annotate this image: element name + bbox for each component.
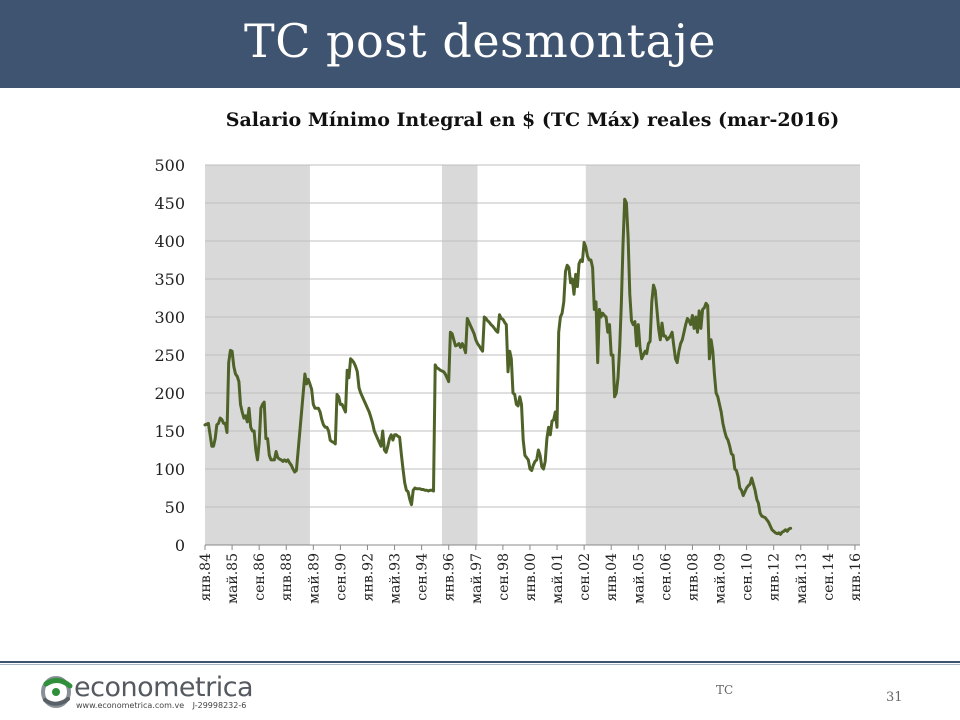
logo-website: www.econometrica.com.ve (76, 701, 185, 710)
x-tick-label-17: сен.06 (658, 553, 674, 601)
footer-label: TC (716, 683, 734, 697)
line-chart: 0 50 100 150 200 250 300 350 400 450 500 янв.84 май.… (154, 156, 864, 604)
x-tick-label-18: янв.08 (685, 553, 701, 601)
x-tick-label-1: май.85 (225, 553, 241, 604)
page-number: 31 (886, 690, 903, 705)
x-tick-label-4: май.89 (306, 553, 322, 604)
y-tick-label-500: 500 (154, 156, 185, 175)
logo-swirl-icon (41, 676, 73, 708)
y-tick-label-0: 0 (175, 536, 185, 555)
y-tick-label-350: 350 (154, 270, 185, 289)
y-tick-label-250: 250 (154, 346, 185, 365)
y-tick-label-450: 450 (154, 194, 185, 213)
x-tick-label-8: сен.94 (415, 553, 431, 601)
footer-rule-thin (0, 664, 960, 665)
y-tick-label-400: 400 (154, 232, 185, 251)
y-tick-label-200: 200 (154, 384, 185, 403)
logo-wordmark: econometrica (74, 672, 254, 703)
slide-title: TC post desmontaje (244, 14, 716, 68)
x-tick-label-15: янв.04 (604, 553, 620, 601)
y-tick-label-300: 300 (154, 308, 185, 327)
slide-header: TC post desmontaje (0, 0, 960, 88)
y-tick-label-150: 150 (154, 422, 185, 441)
x-tick-label-24: янв.16 (848, 553, 864, 601)
logo-rif: J-29998232-6 (192, 701, 247, 710)
x-tick-label-3: янв.88 (279, 553, 295, 601)
logo-url: www.econometrica.com.ve J-29998232-6 (76, 701, 246, 710)
series-line-0 (203, 197, 793, 536)
x-tick-label-22: май.13 (794, 553, 810, 604)
footer-rule (0, 661, 960, 663)
x-tick-label-11: сен.98 (496, 553, 512, 601)
x-tick-label-6: янв.92 (360, 553, 376, 601)
econometrica-logo: econometrica www.econometrica.com.ve J-2… (40, 670, 254, 712)
x-tick-label-20: сен.10 (740, 553, 756, 601)
x-tick-label-9: янв.96 (442, 553, 458, 601)
x-tick-label-0: янв.84 (198, 553, 214, 601)
x-tick-label-14: сен.02 (577, 553, 593, 601)
x-tick-label-13: май.01 (550, 553, 566, 604)
x-tick-label-19: май.09 (713, 553, 729, 604)
x-tick-label-23: сен.14 (821, 553, 837, 601)
x-tick-label-2: сен.86 (252, 553, 268, 601)
x-tick-label-10: май.97 (469, 553, 485, 604)
x-tick-label-5: сен.90 (333, 553, 349, 601)
x-tick-label-16: май.05 (631, 553, 647, 604)
chart-title: Salario Mínimo Integral en $ (TC Máx) re… (225, 109, 840, 131)
x-tick-label-21: янв.12 (767, 553, 783, 601)
x-tick-label-7: май.93 (388, 553, 404, 604)
y-tick-label-100: 100 (154, 460, 185, 479)
x-tick-label-12: янв.00 (523, 553, 539, 601)
y-tick-label-50: 50 (165, 498, 185, 517)
